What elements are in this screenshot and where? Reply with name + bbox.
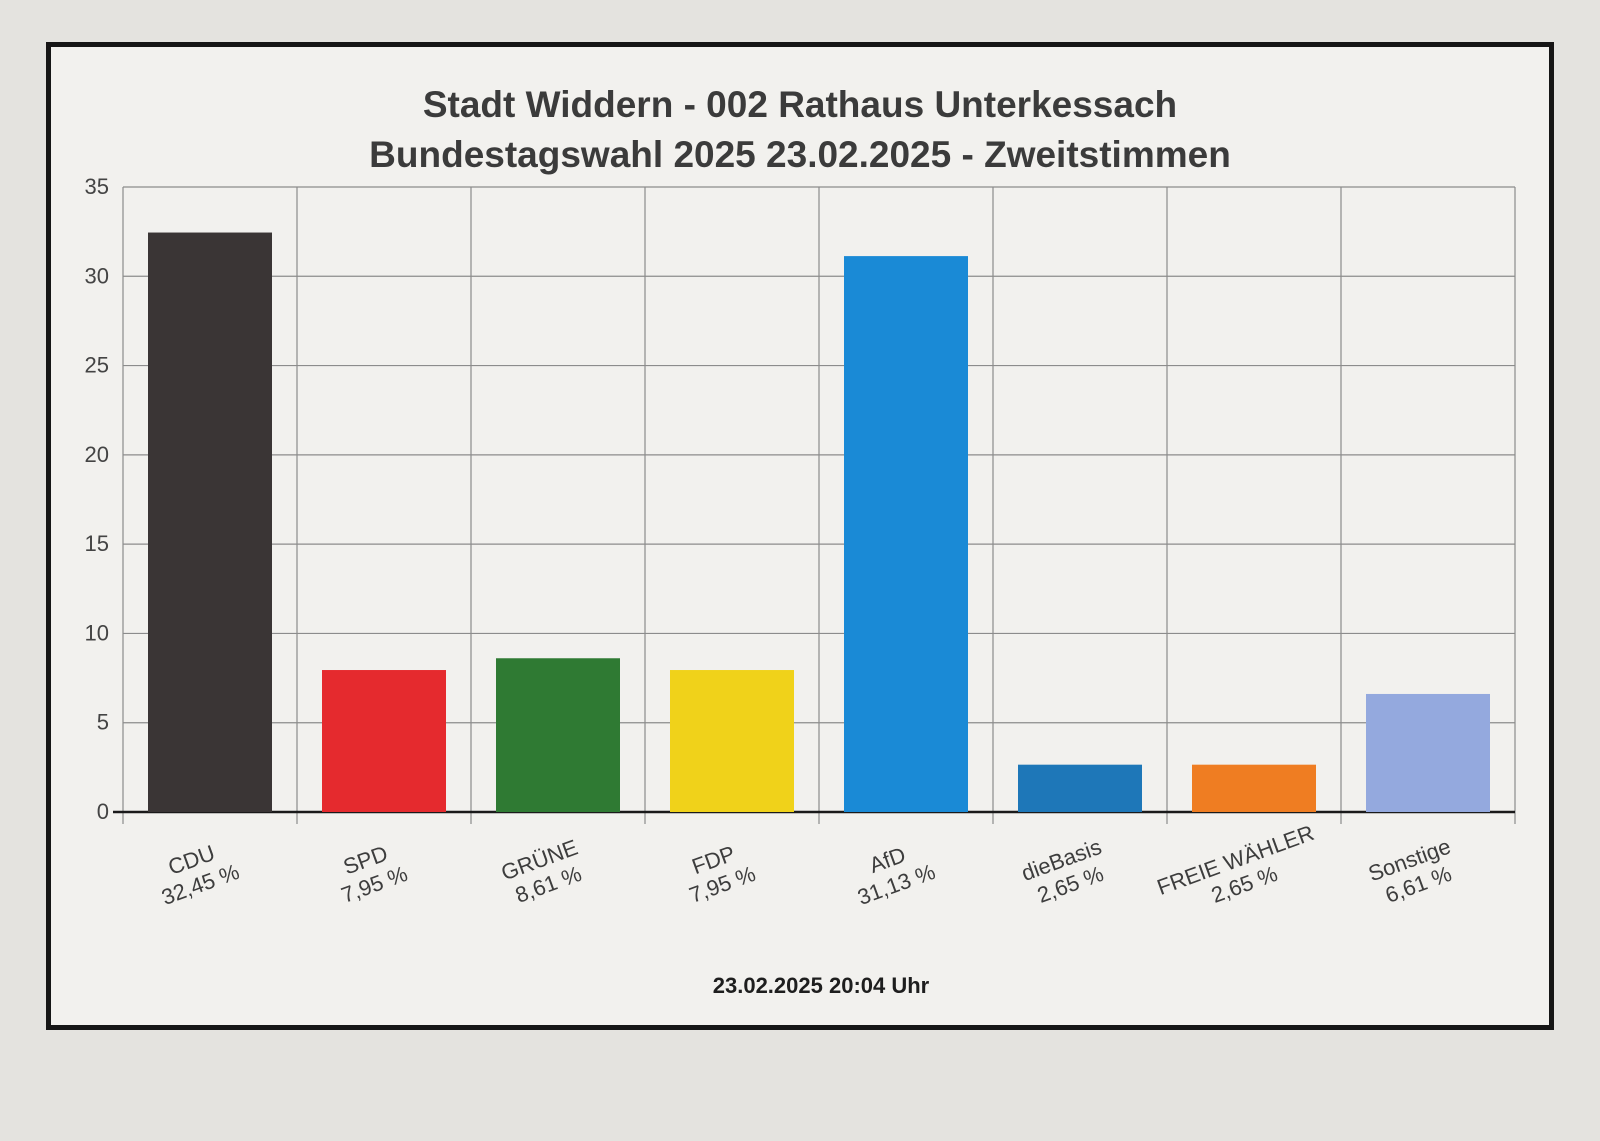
bar-afd <box>844 256 968 812</box>
grid-lines: 0 5 10 15 20 25 30 35 <box>85 174 1516 824</box>
timestamp-footer: 23.02.2025 20:04 Uhr <box>713 973 930 998</box>
bars <box>148 232 1490 813</box>
y-tick-label: 15 <box>85 531 109 556</box>
y-tick-label: 25 <box>85 353 109 378</box>
y-tick-label: 20 <box>85 442 109 467</box>
y-tick-label: 0 <box>97 799 109 824</box>
bar-sonstige <box>1366 693 1490 812</box>
chart-frame: Stadt Widdern - 002 Rathaus Unterkessach… <box>46 42 1554 1030</box>
chart-subtitle: Bundestagswahl 2025 23.02.2025 - Zweitst… <box>369 134 1231 175</box>
bar-freie-wähler <box>1192 764 1316 812</box>
y-tick-label: 35 <box>85 174 109 199</box>
bar-cdu <box>148 232 272 813</box>
y-tick-label: 30 <box>85 263 109 288</box>
y-tick-label: 5 <box>97 710 109 735</box>
chart-title: Stadt Widdern - 002 Rathaus Unterkessach <box>423 84 1177 125</box>
bar-diebasis <box>1018 764 1142 812</box>
bar-grüne <box>496 658 620 812</box>
bar-fdp <box>670 670 794 812</box>
bar-spd <box>322 670 446 812</box>
bar-chart: Stadt Widdern - 002 Rathaus Unterkessach… <box>85 84 1516 998</box>
y-tick-label: 10 <box>85 620 109 645</box>
